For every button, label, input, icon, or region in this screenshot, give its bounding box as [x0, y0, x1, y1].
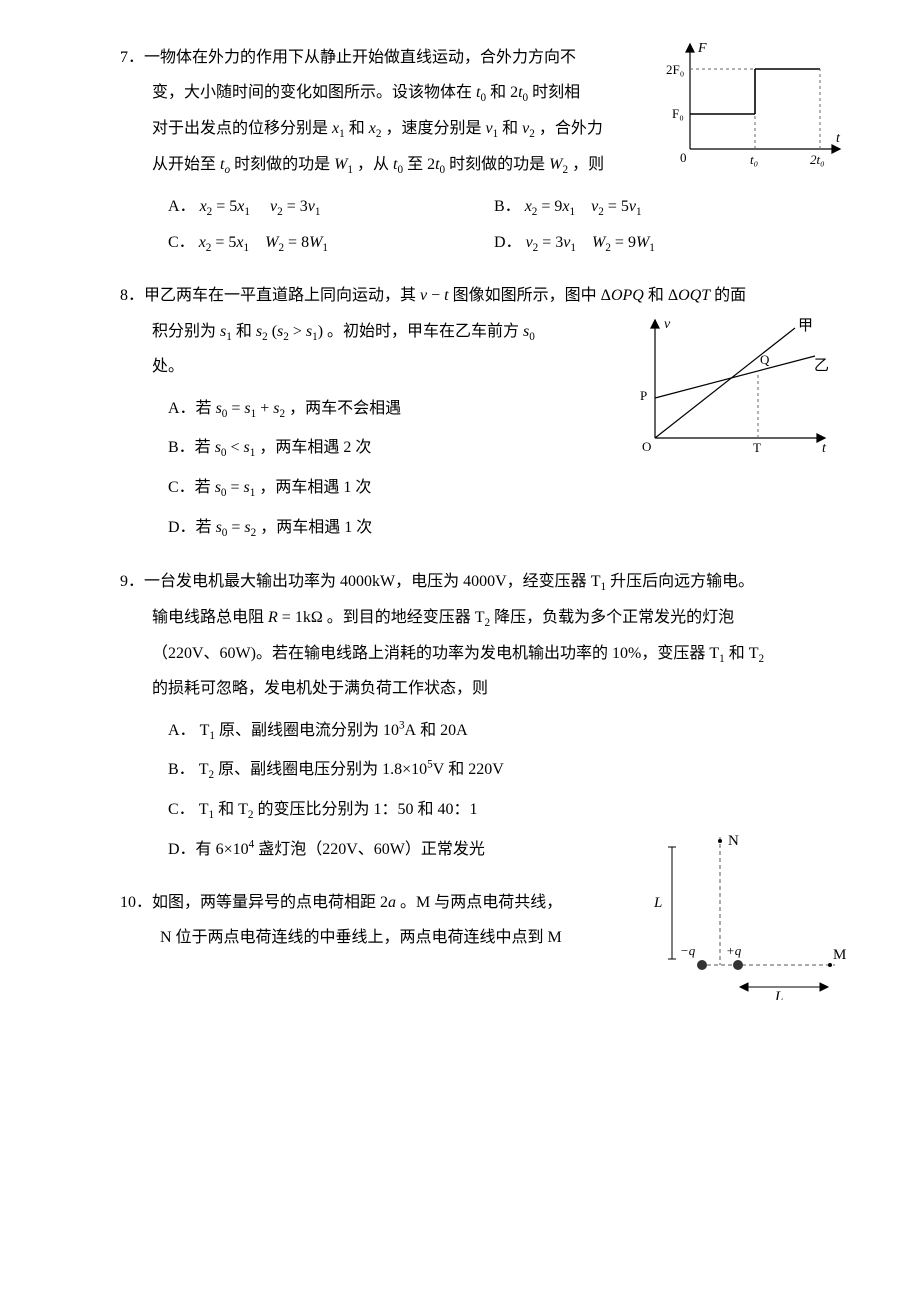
label-l2: L — [774, 989, 783, 1000]
q7-option-b: B． x2 = 9x1 v2 = 5v1 — [494, 189, 820, 225]
label-p: P — [640, 388, 647, 403]
q8-option-b: B．若 s0 < s1 ，两车相遇 2 次 — [168, 430, 600, 466]
q-number: 8． — [120, 287, 144, 304]
q10-figure: N M L L −q +q — [640, 825, 850, 1013]
q9-option-a: A． T1 原、副线圈电流分别为 103A 和 20A — [168, 713, 820, 749]
axis-label: v — [664, 317, 671, 332]
q8-option-c: C．若 s0 = s1 ，两车相遇 1 次 — [168, 470, 600, 506]
q-number: 9． — [120, 573, 144, 590]
axis-label: t — [836, 131, 841, 146]
q9-option-c: C． T1 和 T2 的变压比分别为 1：50 和 40：1 — [168, 792, 820, 828]
q9-stem: 9．一台发电机最大输出功率为 4000kW，电压为 4000V，经变压器 T1 … — [120, 564, 820, 707]
label-m: M — [833, 947, 846, 963]
question-8: 8．甲乙两车在一平直道路上同向运动，其 v − t 图像如图所示，图中 ΔOPQ… — [120, 278, 820, 546]
tick-label: 2t₀ — [810, 152, 825, 167]
q9-option-b: B． T2 原、副线圈电压分别为 1.8×105V 和 220V — [168, 752, 820, 788]
q7-option-c: C． x2 = 5x1 W2 = 8W1 — [168, 225, 494, 261]
q7-option-a: A． x2 = 5x1 v2 = 3v1 — [168, 189, 494, 225]
question-9: 9．一台发电机最大输出功率为 4000kW，电压为 4000V，经变压器 T1 … — [120, 564, 820, 867]
label-n: N — [728, 833, 739, 849]
charge-pos: +q — [726, 943, 742, 958]
q7-option-d: D． v2 = 3v1 W2 = 9W1 — [494, 225, 820, 261]
q7-figure: t F 2F₀ F₀ 0 t₀ 2t₀ — [660, 34, 850, 187]
q-number: 10． — [120, 894, 152, 911]
label-q: Q — [760, 352, 770, 367]
question-7: t F 2F₀ F₀ 0 t₀ 2t₀ 7．一物体在外力的作用下从静止开始做直线… — [120, 40, 820, 260]
tick-label: F₀ — [672, 106, 684, 121]
tick-label: 2F₀ — [666, 62, 684, 77]
label-t: T — [753, 440, 761, 455]
charge-neg: −q — [680, 943, 696, 958]
q8-option-d: D．若 s0 = s2 ，两车相遇 1 次 — [168, 510, 600, 546]
label-jia: 甲 — [798, 318, 813, 334]
label-yi: 乙 — [814, 358, 829, 374]
q8-figure: v t O P Q T 甲 乙 — [630, 308, 840, 476]
q-number: 7． — [120, 49, 144, 66]
origin-label: 0 — [680, 150, 687, 165]
q7-options: A． x2 = 5x1 v2 = 3v1 B． x2 = 9x1 v2 = 5v… — [168, 189, 820, 261]
label-o: O — [642, 439, 651, 454]
axis-label: t — [822, 441, 827, 456]
tick-label: t₀ — [750, 152, 758, 167]
axis-label: F — [697, 41, 707, 56]
question-10: N M L L −q +q 10．如图，两等量异号的点电荷相距 2a 。M 与两… — [120, 885, 820, 955]
q8-option-a: A．若 s0 = s1 + s2 ，两车不会相遇 — [168, 391, 600, 427]
label-l1: L — [653, 895, 662, 911]
